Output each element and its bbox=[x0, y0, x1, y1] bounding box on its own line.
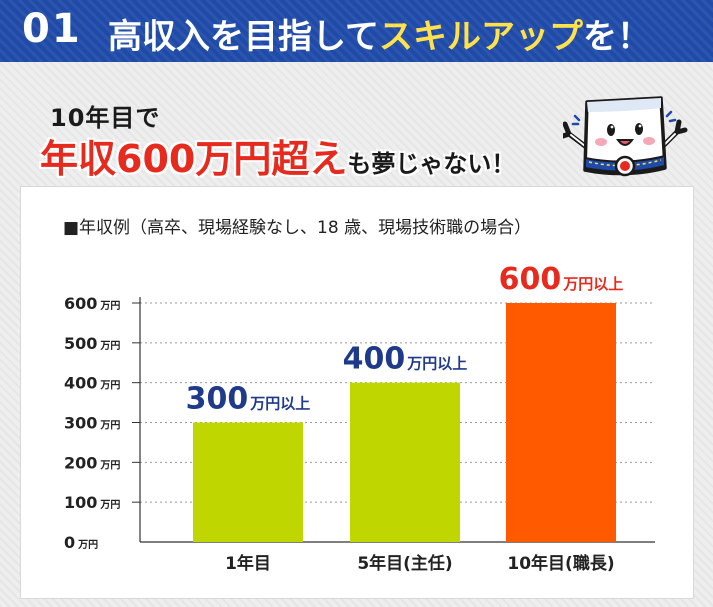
section-title: 高収入を目指してスキルアップを！ bbox=[108, 9, 651, 58]
bar bbox=[193, 422, 303, 542]
section-title-plain: 高収入を目指して bbox=[108, 17, 379, 57]
headline-line1: 10年目で bbox=[50, 104, 161, 132]
y-tick-label: 100 万円 bbox=[64, 493, 120, 512]
y-tick-label: 600 万円 bbox=[64, 294, 120, 313]
data-label: 400 万円以上 bbox=[343, 342, 468, 377]
headline-emphasis: 年収600万円超え bbox=[40, 137, 348, 181]
section-title-tail: を！ bbox=[582, 17, 651, 57]
x-category-label: 5年目(主任) bbox=[357, 553, 452, 574]
y-tick-label: 500 万円 bbox=[64, 334, 120, 353]
header-banner: 01 高収入を目指してスキルアップを！ bbox=[0, 0, 713, 62]
section-number: 01 bbox=[22, 6, 82, 52]
headline-line2: 年収600万円超えも夢じゃない！ bbox=[40, 128, 515, 183]
y-tick-label: 0 万円 bbox=[64, 533, 98, 552]
chart-title: ■年収例（高卒、現場経験なし、18 歳、現場技術職の場合） bbox=[63, 218, 532, 238]
bar bbox=[506, 303, 616, 542]
x-category-label: 1年目 bbox=[225, 553, 271, 574]
section-title-highlight: スキルアップ bbox=[378, 17, 583, 57]
smiling-mascot-character-icon bbox=[563, 96, 688, 177]
headline-tail: も夢じゃない！ bbox=[347, 150, 516, 178]
data-label: 600 万円以上 bbox=[499, 262, 624, 297]
y-tick-label: 200 万円 bbox=[64, 453, 120, 472]
bar bbox=[350, 382, 460, 542]
x-category-label: 10年目(職長) bbox=[507, 553, 614, 574]
data-label: 300 万円以上 bbox=[186, 382, 311, 417]
y-tick-label: 300 万円 bbox=[64, 414, 120, 433]
y-tick-label: 400 万円 bbox=[64, 374, 120, 393]
